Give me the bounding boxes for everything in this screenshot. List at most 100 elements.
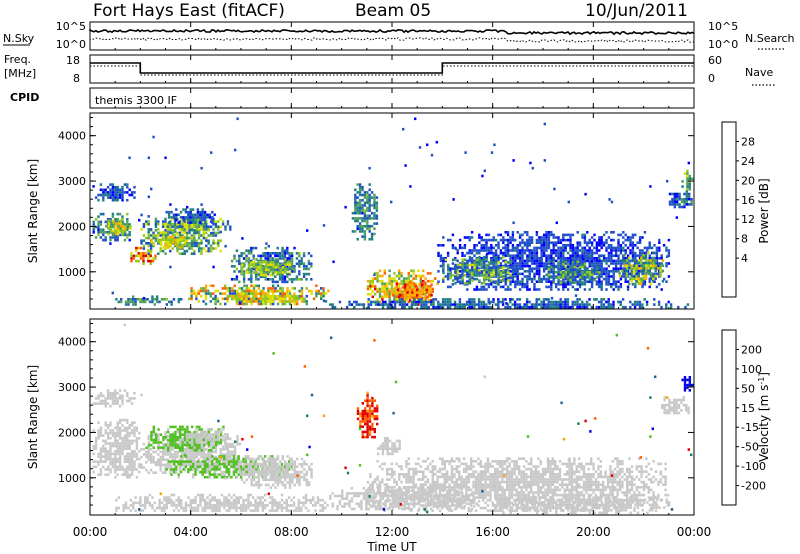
velocity-cell (187, 460, 190, 463)
velocity-cell (217, 441, 220, 444)
power-cell (533, 246, 536, 250)
velocity-cell (123, 473, 127, 476)
power-cell (281, 292, 284, 296)
power-cell (295, 257, 299, 260)
power-cell (196, 208, 200, 211)
power-cell (619, 283, 623, 286)
power-cell (463, 263, 467, 267)
power-cell (398, 300, 402, 304)
power-cell (559, 259, 563, 263)
power-cell (405, 298, 408, 301)
power-cell (555, 265, 558, 269)
power-cell (640, 280, 643, 283)
power-cell (626, 236, 630, 239)
power-cell (653, 272, 656, 276)
power-cell (185, 234, 189, 237)
power-cell (538, 275, 541, 278)
velocity-cell (175, 465, 178, 469)
power-cell (119, 230, 122, 233)
power-cell (595, 280, 599, 283)
power-cell (504, 244, 507, 247)
velocity-cell (219, 438, 223, 442)
power-cell (278, 297, 282, 301)
power-cell (542, 262, 546, 265)
power-cell (542, 303, 546, 306)
power-cell (600, 246, 603, 250)
velocity-cell (188, 453, 191, 456)
power-cell (540, 259, 543, 263)
power-cell (124, 303, 128, 306)
power-cell (622, 275, 625, 278)
velocity-cell (197, 458, 201, 461)
power-cell (514, 272, 517, 276)
velocity-cell (147, 455, 150, 459)
power-cell (284, 271, 287, 274)
power-cell (193, 231, 196, 235)
power-cell (386, 292, 389, 296)
power-cell (637, 267, 641, 270)
power-cell (430, 293, 433, 297)
power-cell (463, 258, 467, 262)
power-cell (644, 251, 648, 254)
power-cell (538, 277, 541, 281)
power-cell (559, 303, 562, 306)
power-cell (523, 283, 527, 286)
power-cell (281, 300, 284, 303)
velocity-cell (171, 455, 174, 459)
power-cell (279, 292, 282, 295)
power-cell (463, 266, 467, 269)
velocity-cell (150, 443, 153, 447)
power-cell (142, 247, 146, 250)
power-cell (533, 267, 536, 270)
power-cell-group (94, 183, 136, 202)
power-cell (525, 303, 529, 306)
power-cell (369, 287, 372, 291)
velocity-cell (111, 399, 115, 403)
power-cell (499, 266, 503, 269)
power-cell (567, 273, 570, 277)
power-cell (373, 273, 376, 277)
power-cell (265, 273, 268, 277)
power-cell (566, 298, 570, 301)
power-cell (502, 275, 505, 278)
power-cell (289, 271, 292, 274)
power-cell (583, 241, 587, 244)
power-cell (376, 287, 379, 291)
power-cell (533, 272, 536, 276)
power-cell (356, 227, 359, 231)
power-cell (523, 275, 527, 278)
power-cell (388, 269, 391, 273)
power-cell (680, 200, 684, 204)
power-cell (681, 180, 684, 183)
power-cell (545, 241, 548, 244)
power-cell (617, 241, 620, 244)
power-cell (264, 257, 267, 260)
power-cell (571, 305, 574, 309)
power-cell (492, 300, 495, 304)
power-cell (193, 225, 196, 229)
power-cell (492, 246, 495, 250)
velocity-cell (233, 453, 237, 456)
power-cell (102, 228, 105, 231)
power-cell (106, 185, 110, 189)
power-cell (533, 305, 536, 309)
power-cell (167, 213, 171, 217)
power-cell (158, 300, 161, 304)
power-cell (274, 287, 277, 290)
velocity-cell (177, 473, 180, 476)
power-cell (202, 225, 206, 229)
power-cell (240, 295, 243, 298)
velocity-cell (118, 452, 122, 456)
power-cell (562, 270, 565, 274)
velocity-cell (188, 443, 191, 447)
power-cell (366, 219, 369, 223)
power-cell (600, 305, 603, 309)
power-cell (676, 197, 679, 201)
power-cell (281, 275, 284, 278)
power-cell (538, 267, 541, 270)
velocity-cell (126, 457, 129, 461)
power-cell (555, 270, 558, 274)
power-cell (139, 298, 142, 301)
power-cell (279, 271, 282, 274)
power-cell (243, 297, 246, 301)
